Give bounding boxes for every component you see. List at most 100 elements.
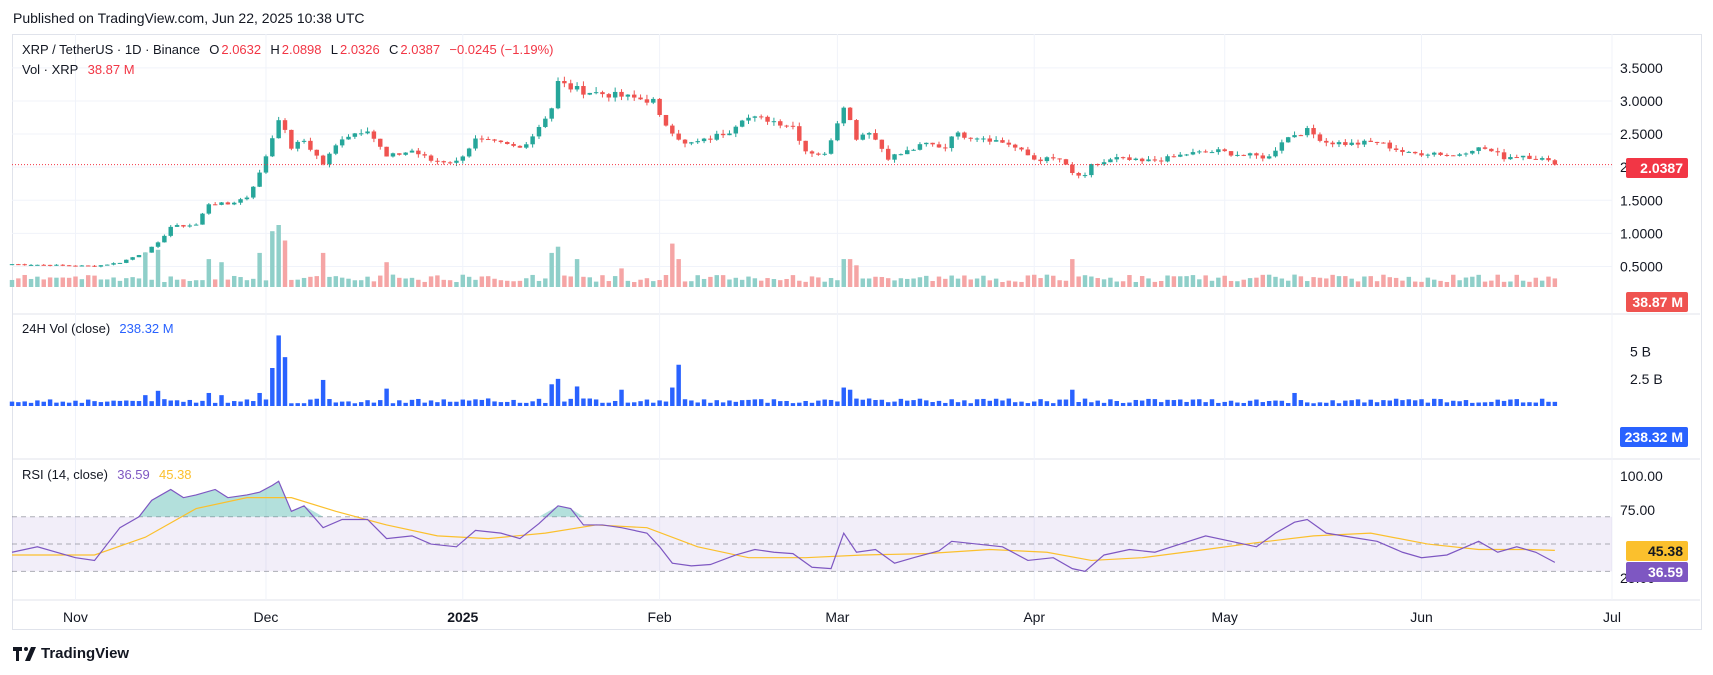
vol24-bar	[479, 399, 485, 406]
vol24-bar	[308, 399, 313, 406]
volume-bar	[187, 280, 192, 287]
candle-body	[1114, 157, 1119, 160]
candle-body	[22, 264, 27, 266]
volume-bar	[1222, 275, 1227, 287]
candle-body	[657, 98, 662, 115]
candle-body	[619, 91, 624, 97]
volume-bar	[143, 252, 148, 287]
candle-body	[670, 125, 675, 134]
vol24-bar	[1146, 398, 1151, 406]
candle-body	[492, 139, 497, 141]
candle-body	[384, 146, 389, 157]
price-axis-tick: 2.5000	[1620, 126, 1663, 142]
candle-body	[1362, 140, 1367, 145]
candle-body	[612, 91, 618, 98]
vol24-bar	[320, 379, 326, 406]
volume-bar	[244, 280, 250, 287]
candle-body	[974, 138, 980, 140]
candle-body	[1178, 154, 1183, 157]
vol24-bar	[1298, 400, 1304, 406]
candle-body	[1235, 154, 1240, 156]
volume-bar	[1432, 279, 1437, 287]
vol24-bar	[1463, 400, 1469, 406]
candle-body	[1470, 150, 1475, 154]
volume-bar	[1260, 274, 1266, 287]
time-axis-label: Jun	[1410, 609, 1433, 625]
vol24-bar	[35, 400, 40, 406]
volume-bar	[47, 277, 53, 287]
volume-bar	[1012, 281, 1018, 287]
candle-body	[270, 138, 275, 157]
candle-body	[257, 172, 262, 187]
volume-bar	[238, 277, 243, 287]
symbol-label[interactable]: XRP / TetherUS · 1D · Binance	[22, 42, 200, 57]
vol24-bar	[257, 392, 262, 406]
vol24-bar	[536, 398, 542, 406]
rsi-ma-value: 45.38	[159, 467, 192, 482]
candle-body	[543, 118, 548, 127]
candle-body	[885, 148, 891, 160]
candle-body	[949, 136, 954, 149]
vol24-bar	[593, 399, 599, 406]
candle-body	[1266, 156, 1272, 159]
candle-body	[765, 116, 770, 122]
vol24-bar	[1171, 400, 1177, 406]
candle-body	[632, 94, 637, 98]
price-axis-tick: 1.5000	[1620, 192, 1663, 208]
vol24-bar	[143, 395, 148, 406]
candle-body	[955, 132, 961, 137]
candle-body	[105, 264, 110, 266]
volume-bar	[1228, 280, 1234, 287]
volume-bar	[771, 279, 777, 287]
vol24-bar	[409, 399, 415, 406]
vol24-bar	[587, 398, 592, 406]
volume-bar	[232, 275, 237, 287]
vol24-bar	[416, 398, 421, 406]
candle-body	[1254, 153, 1259, 156]
rsi-label[interactable]: RSI (14, close)	[22, 467, 108, 482]
volume-bar	[98, 279, 104, 287]
candle-body	[1082, 175, 1088, 177]
vol24-bar	[327, 399, 332, 406]
volume-bar	[41, 279, 46, 287]
volume-bar	[1419, 281, 1424, 287]
volume-bar	[1032, 274, 1037, 287]
tradingview-logo[interactable]: TradingView	[13, 645, 129, 662]
candle-body	[1038, 159, 1043, 162]
volume-bar	[885, 278, 891, 287]
candle-body	[289, 129, 294, 149]
candle-body	[200, 213, 205, 225]
candle-body	[263, 156, 269, 173]
volume-label[interactable]: Vol · XRP	[22, 62, 79, 77]
candle-body	[193, 224, 199, 226]
vol24-bar	[1432, 398, 1437, 406]
volume-bar	[924, 275, 929, 287]
candle-body	[581, 86, 586, 95]
volume-bar	[974, 278, 980, 287]
vol24-bar	[676, 364, 681, 406]
vol24-bar	[22, 401, 27, 406]
volume-bar	[962, 275, 967, 287]
vol24-axis-tick: 2.5 B	[1630, 371, 1663, 387]
vol24-bar	[746, 399, 751, 406]
volume-bar	[1127, 275, 1132, 287]
volume-bar	[1381, 274, 1386, 287]
vol24-bar	[581, 398, 586, 406]
volume-bar	[511, 281, 516, 287]
candle-body	[276, 120, 281, 139]
volume-bar	[1082, 275, 1088, 287]
candle-body	[314, 149, 319, 156]
vol24-axis-tick: 5 B	[1630, 344, 1651, 360]
vol24-label[interactable]: 24H Vol (close)	[22, 321, 111, 336]
vol24-bar	[1000, 400, 1005, 406]
candle-body	[416, 150, 421, 155]
vol24-bar	[92, 401, 97, 406]
volume-bar	[682, 281, 688, 287]
vol24-bar	[1539, 398, 1545, 406]
volume-bar	[1489, 280, 1494, 287]
candle-body	[1089, 164, 1094, 176]
candle-body	[66, 265, 72, 267]
volume-bar	[162, 282, 167, 287]
